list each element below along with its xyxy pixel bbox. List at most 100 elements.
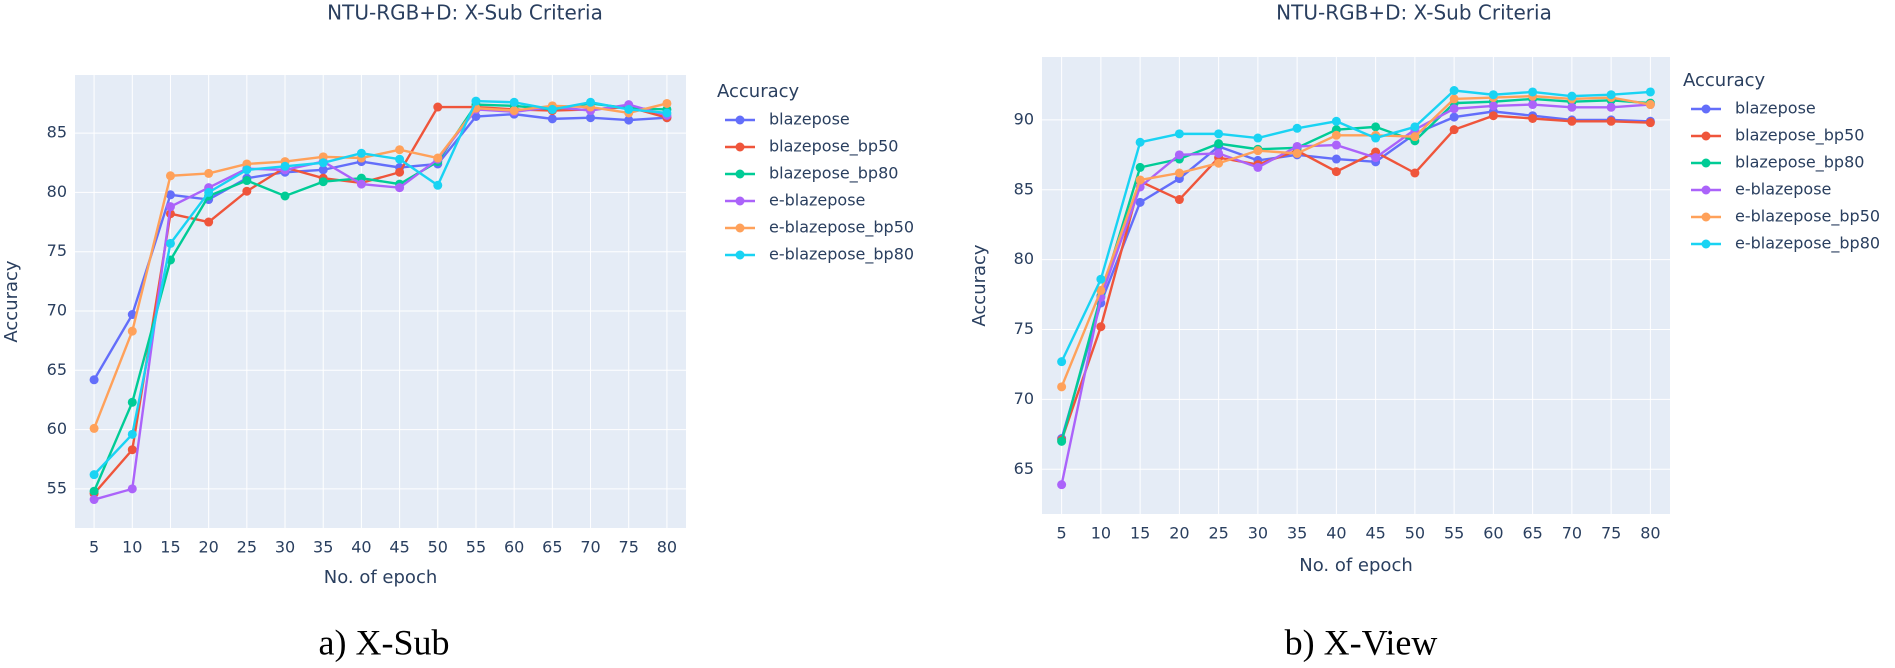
legend-marker [735, 196, 745, 206]
data-point [1214, 158, 1224, 168]
data-point [1057, 480, 1067, 490]
x-tick-label: 50 [1405, 524, 1425, 543]
data-point [127, 484, 137, 494]
legend-marker [1701, 131, 1711, 141]
data-point [1135, 137, 1145, 147]
x-tick-label: 75 [619, 538, 639, 557]
data-point [1096, 322, 1106, 332]
data-point [1645, 100, 1655, 110]
data-point [509, 106, 519, 116]
data-point [318, 158, 328, 168]
x-tick-label: 55 [466, 538, 486, 557]
y-tick-label: 65 [1014, 459, 1034, 478]
data-point [356, 148, 366, 158]
x-tick-label: 30 [1248, 524, 1268, 543]
legend-marker [735, 169, 745, 179]
legend-label: blazepose_bp50 [769, 137, 898, 157]
legend-label: e-blazepose [1735, 180, 1831, 199]
y-tick-label: 55 [47, 478, 67, 497]
data-point [1253, 133, 1263, 143]
data-point [1292, 141, 1302, 151]
x-tick-label: 50 [428, 538, 448, 557]
y-tick-label: 90 [1014, 109, 1034, 128]
legend-label: blazepose_bp50 [1735, 126, 1864, 146]
data-point [1528, 87, 1538, 97]
data-point [395, 154, 405, 164]
data-point [89, 495, 99, 505]
data-point [127, 310, 137, 320]
data-point [509, 97, 519, 107]
data-point [1214, 148, 1224, 158]
series-line [93, 99, 668, 476]
legend-label: e-blazepose [769, 191, 865, 210]
y-tick-label: 85 [47, 123, 67, 142]
x-tick-label: 80 [657, 538, 677, 557]
x-tick-label: 65 [1522, 524, 1542, 543]
x-tick-label: 20 [1169, 524, 1189, 543]
y-tick-label: 80 [47, 182, 67, 201]
legend-marker [1701, 239, 1711, 249]
legend-marker [1701, 158, 1711, 168]
data-point [1449, 86, 1459, 96]
data-point [318, 177, 328, 187]
data-point [1449, 112, 1459, 122]
data-point [1331, 130, 1341, 140]
data-point [1645, 87, 1655, 97]
data-point [242, 176, 252, 186]
data-point [1567, 116, 1577, 126]
data-point [1606, 116, 1616, 126]
data-point [1410, 132, 1420, 142]
data-point [1567, 102, 1577, 112]
legend-label: e-blazepose_bp80 [769, 245, 914, 265]
data-point [204, 168, 214, 178]
data-point [165, 190, 175, 200]
x-tick-label: 60 [1483, 524, 1503, 543]
legend-marker [735, 142, 745, 152]
data-point [624, 115, 634, 125]
x-tick-label: 60 [504, 538, 524, 557]
data-point [1449, 125, 1459, 135]
data-point [165, 171, 175, 181]
y-tick-label: 65 [47, 360, 67, 379]
y-axis-title: Accuracy [1, 260, 22, 343]
x-tick-label: 30 [275, 538, 295, 557]
data-point [204, 187, 214, 197]
legend-marker [735, 115, 745, 125]
x-tick-label: 40 [1326, 524, 1346, 543]
data-point [1449, 94, 1459, 104]
data-point [395, 145, 405, 155]
x-tick-label: 10 [122, 538, 142, 557]
data-point [1331, 154, 1341, 164]
data-point [1331, 140, 1341, 150]
data-point [1410, 122, 1420, 132]
x-tick-label: 20 [198, 538, 218, 557]
data-point [280, 161, 290, 171]
data-point [1096, 274, 1106, 284]
legend-label: e-blazepose_bp50 [769, 218, 914, 238]
x-tick-label: 25 [237, 538, 257, 557]
legend-title: Accuracy [717, 81, 800, 102]
data-point [1606, 90, 1616, 100]
data-point [395, 167, 405, 177]
legend-label: e-blazepose_bp80 [1735, 234, 1880, 254]
data-point [547, 104, 557, 114]
data-point [356, 179, 366, 189]
data-point [1528, 100, 1538, 110]
data-point [1135, 197, 1145, 207]
data-point [1410, 168, 1420, 178]
chart-title: NTU-RGB+D: X-Sub Criteria [1276, 1, 1552, 25]
data-point [89, 423, 99, 433]
data-point [586, 97, 596, 107]
data-point [1174, 150, 1184, 160]
data-point [1371, 122, 1381, 132]
data-point [1057, 357, 1067, 367]
data-point [1645, 118, 1655, 128]
data-point [1371, 133, 1381, 143]
x-tick-label: 35 [313, 538, 333, 557]
y-tick-label: 70 [1014, 389, 1034, 408]
series-line [1060, 94, 1651, 388]
series-line [93, 103, 668, 501]
data-point [433, 102, 443, 112]
x-tick-label: 70 [580, 538, 600, 557]
x-axis-title: No. of epoch [324, 567, 438, 588]
